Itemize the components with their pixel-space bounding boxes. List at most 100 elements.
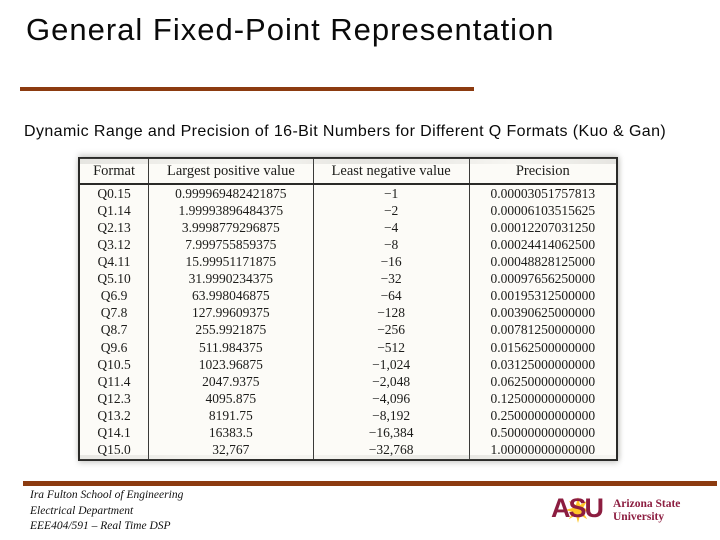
table-cell: −1,024 [312,356,470,374]
table-row: Q5.10 31.9990234375 −32 0.00097656250000 [80,270,616,288]
table-cell: 0.06250000000000 [468,373,616,391]
table-cell: 0.00024414062500 [468,236,616,254]
table-cell: 16383.5 [148,424,314,442]
subtitle: Dynamic Range and Precision of 16-Bit Nu… [24,123,667,140]
table-cell: 0.00195312500000 [468,287,616,305]
asu-wordmark-line2: University [613,510,665,523]
table-cell: Q10.5 [97,356,131,372]
table-cell: −2,048 [312,373,470,391]
qformat-table-scan: Format Largest positive value Least nega… [78,157,618,461]
table-row: Q11.4 2047.9375 −2,048 0.06250000000000 [80,373,616,391]
table-cell: −2 [312,202,470,220]
table-cell: 0.01562500000000 [468,339,616,357]
credit-line-course: EEE404/591 – Real Time DSP [30,520,171,532]
table-cell: −4,096 [312,390,470,408]
table-cell: 2047.9375 [148,373,314,391]
table-row: Q9.6 511.984375 −512 0.01562500000000 [80,339,616,357]
table-cell: −32 [312,270,470,288]
footer-rule [23,481,717,486]
table-cell: 3.9998779296875 [148,219,314,237]
table-cell: −8 [312,236,470,254]
table-cell: 31.9990234375 [148,270,314,288]
qformat-table: Format Largest positive value Least nega… [80,159,616,459]
column-header-precision: Precision [468,159,616,185]
table-cell: −1 [312,184,470,203]
table-cell: Q7.8 [100,305,128,321]
column-header-least: Least negative value [312,159,470,185]
table-cell: Q0.15 [97,185,131,201]
table-cell: Q14.1 [97,425,131,441]
table-cell: 8191.75 [148,407,314,425]
table-cell: 0.00003051757813 [468,184,616,203]
table-cell: Q15.0 [97,442,131,458]
table-cell: 0.25000000000000 [468,407,616,425]
table-cell: 0.00048828125000 [468,253,616,271]
table-row: Q0.15 0.999969482421875 −1 0.00003051757813 [80,184,616,203]
table-cell: 0.12500000000000 [468,390,616,408]
table-body: Q0.15 0.999969482421875 −1 0.00003051757813… [80,184,616,459]
table-cell: 0.00012207031250 [468,219,616,237]
asu-letters: ASU [551,493,604,523]
table-cell: −128 [312,304,470,322]
table-cell: −16,384 [312,424,470,442]
table-row: Q14.1 16383.5 −16,384 0.50000000000000 [80,424,616,442]
table-row: Q8.7 255.9921875 −256 0.00781250000000 [80,321,616,339]
table-cell: 0.03125000000000 [468,356,616,374]
table-cell: 255.9921875 [148,321,314,339]
table-cell: −64 [312,287,470,305]
table-cell: 0.00781250000000 [468,321,616,339]
table-cell: 1023.96875 [148,356,314,374]
table-cell: 7.999755859375 [148,236,314,254]
table-cell: −512 [312,339,470,357]
table-row: Q7.8 127.99609375 −128 0.00390625000000 [80,304,616,322]
table-row: Q1.14 1.99993896484375 −2 0.00006103515625 [80,202,616,220]
table-cell: −16 [312,253,470,271]
asu-logo: ASU Arizona State University [551,493,701,529]
table-cell: Q3.12 [97,236,131,252]
table-cell: 1.99993896484375 [148,202,314,220]
column-header-format: Format [80,159,149,185]
table-row: Q10.5 1023.96875 −1,024 0.03125000000000 [80,356,616,374]
table-cell: 0.00390625000000 [468,304,616,322]
credit-line-school: Ira Fulton School of Engineering [30,489,184,501]
table-cell: Q5.10 [97,271,131,287]
table-cell: 0.00097656250000 [468,270,616,288]
table-cell: 0.999969482421875 [148,184,314,203]
table-cell: 4095.875 [148,390,314,408]
page-title: General Fixed-Point Representation [26,12,555,47]
table-cell: Q8.7 [100,322,128,338]
asu-wordmark-line1: Arizona State [613,498,681,510]
table-cell: Q1.14 [97,202,131,218]
table-row: Q2.13 3.9998779296875 −4 0.00012207031250 [80,219,616,237]
asu-wordmark: Arizona State University [613,498,680,523]
credit-line-department: Electrical Department [30,504,134,517]
table-cell: 0.00006103515625 [468,202,616,220]
table-cell: −4 [312,219,470,237]
table-cell: −8,192 [312,407,470,425]
column-header-largest: Largest positive value [148,159,314,185]
table-cell: Q9.6 [100,339,128,355]
table-cell: Q13.2 [97,407,131,423]
table-cell: Q4.11 [97,254,131,269]
table-row: Q12.3 4095.875 −4,096 0.12500000000000 [80,390,616,408]
footer-credits: Ira Fulton School of Engineering Electri… [30,488,183,535]
table-row: Q15.0 32,767 −32,768 1.00000000000000 [80,441,616,459]
table-cell: −256 [312,321,470,339]
table-cell: 32,767 [148,441,314,459]
table-header-row: Format Largest positive value Least nega… [80,159,616,185]
table-row: Q3.12 7.999755859375 −8 0.00024414062500 [80,236,616,254]
table-cell: 511.984375 [148,339,314,357]
table-cell: 0.50000000000000 [468,424,616,442]
table-row: Q4.11 15.99951171875 −16 0.00048828125000 [80,253,616,271]
table-cell: Q12.3 [97,390,131,406]
table-cell: Q2.13 [97,219,131,235]
table-cell: −32,768 [312,441,470,459]
table-row: Q13.2 8191.75 −8,192 0.25000000000000 [80,407,616,425]
table-cell: 127.99609375 [148,304,314,322]
table-cell: 15.99951171875 [148,253,314,271]
table-cell: Q11.4 [97,373,131,389]
asu-starburst-icon [565,497,591,523]
table-cell: 63.998046875 [148,287,314,305]
table-cell: 1.00000000000000 [468,441,616,459]
